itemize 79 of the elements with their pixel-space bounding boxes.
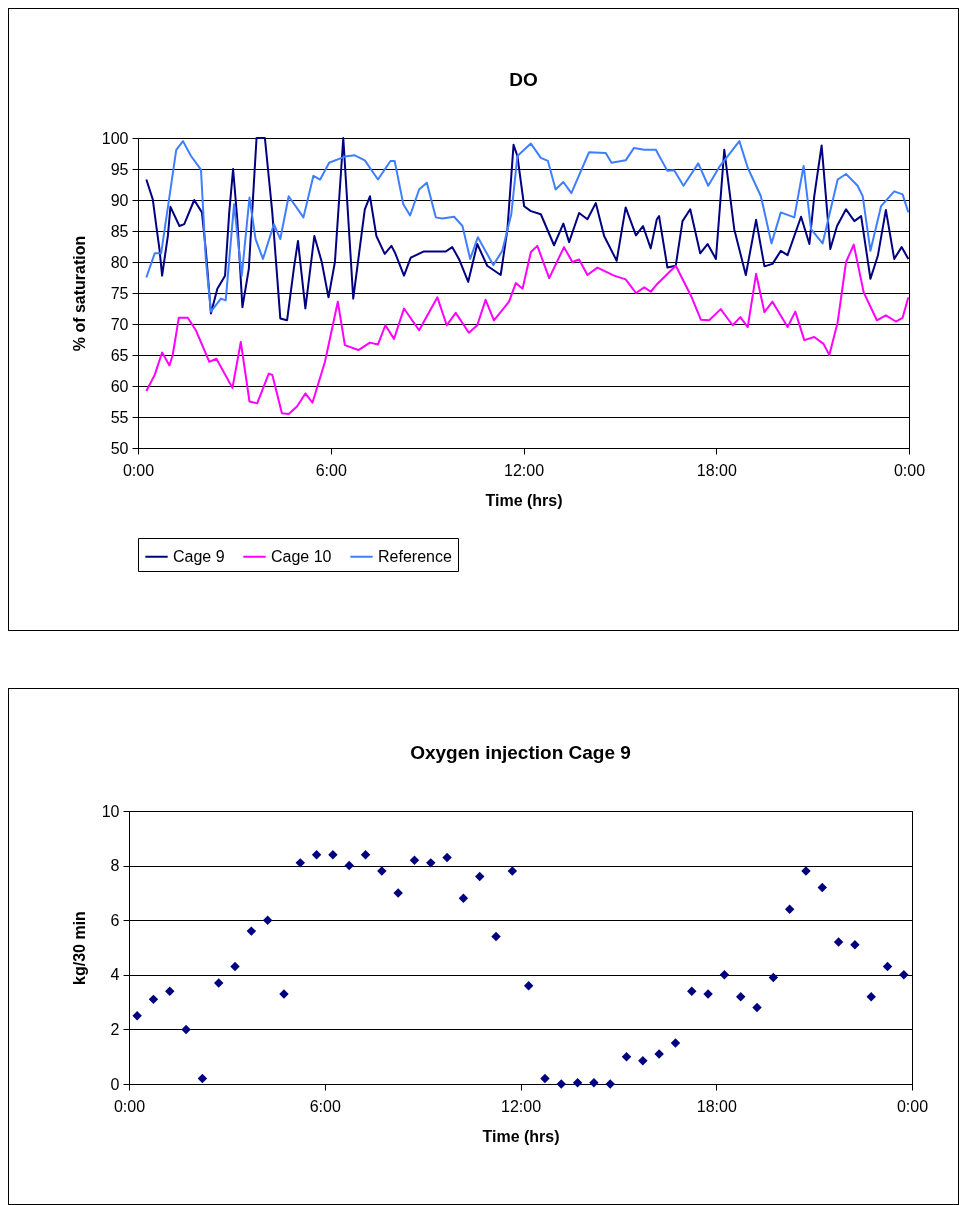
point xyxy=(899,970,909,980)
y-tick-label: 55 xyxy=(110,408,129,426)
point xyxy=(262,915,273,925)
point xyxy=(866,991,876,1002)
point xyxy=(540,1073,550,1084)
y-tick-label: 80 xyxy=(110,253,129,271)
point xyxy=(344,860,354,871)
point xyxy=(768,972,779,983)
point xyxy=(687,986,697,996)
point xyxy=(181,1024,191,1035)
chart-title: DO xyxy=(509,69,538,90)
y-tick-label: 4 xyxy=(110,966,120,984)
y-tick-label: 75 xyxy=(110,284,129,302)
x-axis-title: Time (hrs) xyxy=(482,1127,560,1145)
point xyxy=(474,871,485,882)
point xyxy=(523,980,534,991)
x-tick-label: 0:00 xyxy=(113,1097,146,1115)
point xyxy=(833,937,844,947)
point xyxy=(735,991,746,1002)
y-tick-label: 100 xyxy=(101,129,129,147)
point xyxy=(556,1079,567,1089)
point xyxy=(197,1073,208,1084)
y-axis-title: % of saturation xyxy=(70,235,88,352)
point xyxy=(360,849,371,860)
x-tick-label: 0:00 xyxy=(896,1097,929,1115)
point xyxy=(784,904,795,915)
point xyxy=(458,893,469,904)
x-axis-title: Time (hrs) xyxy=(485,491,563,509)
y-tick-label: 85 xyxy=(110,222,129,240)
point xyxy=(621,1051,632,1062)
point xyxy=(882,961,893,972)
point xyxy=(442,852,452,863)
point xyxy=(817,882,828,893)
y-tick-label: 65 xyxy=(110,346,129,364)
legend-label: Cage 10 xyxy=(271,547,332,565)
point xyxy=(572,1077,583,1088)
line-series xyxy=(145,243,910,415)
legend-label: Cage 9 xyxy=(173,547,225,565)
point xyxy=(132,1011,142,1021)
y-tick-label: 8 xyxy=(110,857,120,875)
point xyxy=(295,858,306,868)
point xyxy=(426,858,436,868)
point xyxy=(213,978,224,988)
y-tick-label: 95 xyxy=(110,160,129,178)
point xyxy=(328,849,338,860)
legend-label: Reference xyxy=(378,547,452,565)
point xyxy=(230,961,240,972)
y-axis-title: kg/30 min xyxy=(70,911,88,985)
chart-title: Oxygen injection Cage 9 xyxy=(410,742,631,763)
point xyxy=(165,986,175,996)
point xyxy=(393,888,403,898)
y-tick-label: 60 xyxy=(110,377,129,395)
y-tick-label: 2 xyxy=(110,1020,120,1038)
x-tick-label: 6:00 xyxy=(309,1097,341,1115)
point xyxy=(148,994,159,1005)
x-tick-label: 6:00 xyxy=(315,461,347,479)
point xyxy=(638,1056,648,1066)
x-tick-label: 0:00 xyxy=(893,461,926,479)
x-tick-label: 0:00 xyxy=(122,461,155,479)
x-tick-label: 18:00 xyxy=(696,461,737,479)
y-tick-label: 50 xyxy=(110,439,129,457)
point xyxy=(409,855,420,865)
y-tick-label: 10 xyxy=(101,802,120,820)
x-tick-label: 12:00 xyxy=(500,1097,542,1115)
point xyxy=(670,1038,681,1048)
point xyxy=(311,849,322,860)
point xyxy=(752,1002,762,1013)
point xyxy=(589,1077,599,1088)
y-tick-label: 90 xyxy=(110,191,129,209)
y-tick-label: 70 xyxy=(110,315,129,333)
x-tick-label: 12:00 xyxy=(503,461,545,479)
point xyxy=(246,926,257,936)
point xyxy=(491,931,501,942)
y-tick-label: 6 xyxy=(110,911,120,929)
point xyxy=(507,866,518,876)
point xyxy=(719,970,730,980)
point xyxy=(850,940,860,950)
x-tick-label: 18:00 xyxy=(696,1097,737,1115)
y-tick-label: 0 xyxy=(110,1075,120,1093)
